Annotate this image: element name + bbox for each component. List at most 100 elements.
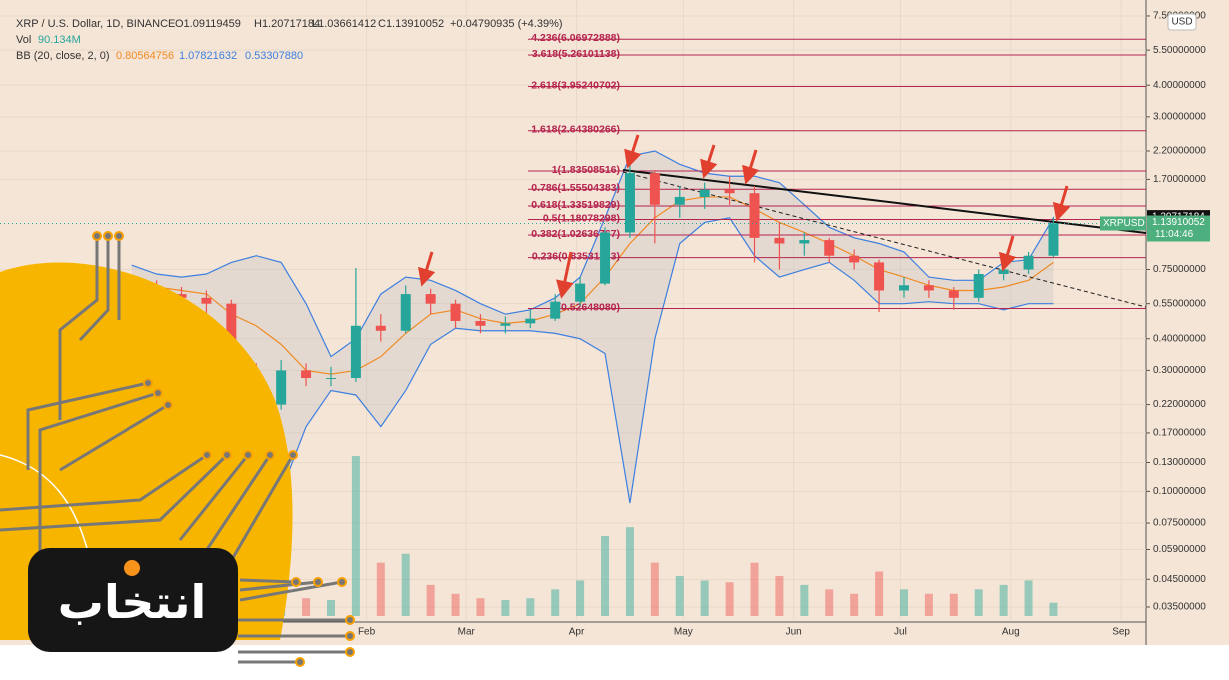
bitcoin-icon (124, 560, 140, 576)
fib-label: 0.786(1.55504383) (531, 182, 620, 194)
y-tick-label: 0.30000000 (1153, 365, 1206, 376)
fib-label: 0.618(1.33519829) (531, 199, 620, 211)
volume-bar (949, 593, 958, 616)
currency: USD (1171, 17, 1192, 28)
currency-box (1167, 13, 1197, 31)
candle-body (724, 189, 735, 194)
ohlc-high: H1.20717184 (254, 18, 320, 30)
fib-label: 3.618(5.26101138) (532, 48, 620, 60)
x-tick-label: Jun (786, 627, 802, 638)
candle-body (898, 285, 909, 291)
volume-bar (750, 562, 759, 616)
y-tick-label: 0.07500000 (1153, 518, 1206, 529)
y-tick-label: 0.40000000 (1153, 333, 1206, 344)
candle-body (774, 237, 785, 244)
volume-bar (576, 580, 585, 616)
candle-body (176, 294, 187, 298)
candle-body (849, 255, 860, 263)
volume-bar (526, 598, 535, 616)
volume-bar (875, 571, 884, 616)
fib-label: 1(1.83508516) (552, 164, 620, 176)
volume-bar (551, 589, 560, 616)
last-price-box (1147, 215, 1210, 242)
axis-layer: 7.500000005.500000004.000000003.00000000… (358, 11, 1206, 638)
bb-basis: 0.80564756 (116, 50, 174, 62)
volume-bar (351, 456, 360, 616)
candle-body (375, 325, 386, 331)
candle-body (674, 196, 685, 205)
y-tick-label: 1.70000000 (1153, 174, 1206, 185)
x-tick-label: May (674, 627, 693, 638)
logo-blob (0, 262, 293, 640)
volume-bar (601, 536, 610, 616)
candle-body (749, 193, 760, 238)
band-basis (131, 196, 1054, 375)
candle-body (624, 173, 635, 233)
symbol-label: XRPUSD (1103, 218, 1145, 229)
volume-bar (401, 553, 410, 616)
x-tick-label: Jul (894, 627, 907, 638)
y-tick-label: 0.75000000 (1153, 264, 1206, 275)
candle-body (948, 290, 959, 298)
x-tick-label: Apr (569, 627, 585, 638)
candle-body (799, 240, 810, 244)
candle-body (201, 297, 212, 304)
y-tick-label: 0.22000000 (1153, 399, 1206, 410)
candle-body (874, 262, 885, 291)
ohlc-change: +0.04790935 (+4.39%) (450, 18, 563, 30)
symbol-tag (1100, 216, 1146, 231)
volume-name: Vol (16, 34, 31, 46)
candle-body (600, 232, 611, 284)
arrows (418, 134, 1071, 299)
candle-body (525, 318, 536, 324)
volume-bar (302, 598, 311, 616)
candle-body (649, 173, 660, 205)
candle-body (923, 285, 934, 291)
grid-layer (0, 0, 1146, 620)
fib-label: 4.236(6.06972888) (531, 32, 620, 44)
logo-text: انتخاب (58, 576, 206, 628)
x-tick-label: Aug (1002, 627, 1020, 638)
candle-body (450, 303, 461, 321)
fib-label: 0.236(0.83531143) (532, 250, 620, 262)
volume-bar (501, 600, 510, 616)
volume-value: 90.134M (38, 34, 81, 46)
candle-body (475, 320, 486, 326)
logo-box (28, 548, 238, 652)
candle-body (500, 323, 511, 326)
arrow (742, 149, 760, 185)
y-tick-label: 3.00000000 (1153, 112, 1206, 123)
candle-body (998, 269, 1009, 275)
arrow (998, 235, 1017, 272)
fib-label: 0(0.52648080) (552, 301, 620, 313)
band-upper (131, 150, 1054, 358)
arrow (624, 134, 642, 169)
volume-bar (675, 576, 684, 616)
candle-body (550, 301, 561, 319)
bb-lower: 0.53307880 (245, 50, 303, 62)
arrow (556, 251, 574, 299)
y-tick-label: 0.05900000 (1153, 544, 1206, 555)
bb-name: BB (20, close, 2, 0) (16, 50, 110, 62)
ohlc-open: O1.09119459 (175, 18, 241, 30)
y-tick-label: 0.55000000 (1153, 298, 1206, 309)
y-tick-label: 0.10000000 (1153, 486, 1206, 497)
arrow (1052, 185, 1071, 222)
volume-bar (725, 582, 734, 616)
volume-bar (775, 576, 784, 616)
volume-bar (650, 562, 659, 616)
ohlc-low: L1.03661412 (312, 18, 376, 30)
candle-body (400, 294, 411, 331)
candle-body (973, 274, 984, 298)
y-tick-label: 0.17000000 (1153, 428, 1206, 439)
fib-layer: 4.236(6.06972888) 3.618(5.26101138) 2.618(… (528, 32, 1146, 313)
volume-bar (1024, 580, 1033, 616)
arrow (700, 144, 718, 179)
arrow (418, 251, 436, 287)
volume-bar (326, 600, 335, 616)
y-tick-label: 0.13000000 (1153, 457, 1206, 468)
volume-bar (800, 584, 809, 616)
